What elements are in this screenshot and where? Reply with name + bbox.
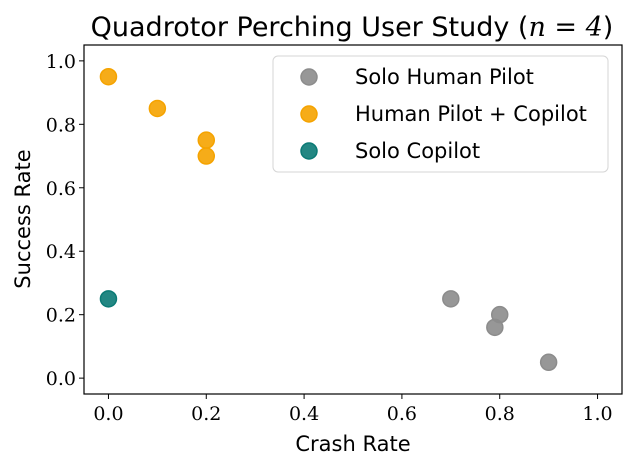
- data-point: [442, 290, 460, 308]
- data-point: [99, 67, 118, 86]
- chart-title: Quadrotor Perching User Study (n = 4): [91, 12, 614, 43]
- legend-marker: [300, 142, 318, 160]
- data-point: [486, 318, 504, 337]
- chart-title-math: n = 4: [528, 12, 602, 43]
- legend-marker: [300, 105, 318, 123]
- y-tick-label: 1.0: [46, 51, 76, 73]
- y-axis-ticks: 0.0 0.2 0.4 0.6 0.8 1.0: [46, 51, 84, 390]
- y-axis-label: Success Rate: [11, 149, 35, 288]
- x-tick-label: 0.4: [289, 403, 319, 425]
- legend-box: [272, 55, 609, 173]
- y-tick-label: 0.2: [46, 305, 76, 327]
- x-tick-label: 0.0: [93, 403, 123, 425]
- y-tick-label: 0.4: [46, 241, 76, 263]
- data-point: [197, 147, 216, 165]
- legend-marker: [300, 68, 318, 86]
- chart-title-text: Quadrotor Perching User Study (: [91, 12, 529, 43]
- data-points: [99, 67, 558, 372]
- y-tick-label: 0.0: [46, 368, 76, 390]
- x-tick-label: 1.0: [582, 403, 612, 425]
- legend-label: Solo Human Pilot: [355, 65, 534, 89]
- data-point: [99, 290, 118, 308]
- x-axis-label: Crash Rate: [295, 432, 410, 456]
- data-point: [539, 353, 558, 372]
- x-tick-label: 0.8: [485, 403, 515, 425]
- legend-label: Human Pilot + Copilot: [355, 102, 587, 126]
- legend-label: Solo Copilot: [355, 139, 480, 163]
- data-point: [197, 131, 216, 149]
- chart-title-close: ): [603, 12, 614, 43]
- y-tick-label: 0.6: [46, 178, 76, 200]
- legend: Solo Human Pilot Human Pilot + Copilot Sol…: [272, 55, 609, 173]
- data-point: [148, 99, 167, 118]
- y-tick-label: 0.8: [46, 114, 76, 136]
- x-tick-label: 0.6: [387, 403, 417, 425]
- x-tick-label: 0.2: [191, 403, 221, 425]
- x-axis-ticks: 0.0 0.2 0.4 0.6 0.8 1.0: [93, 394, 613, 425]
- plot-frame: [83, 44, 623, 395]
